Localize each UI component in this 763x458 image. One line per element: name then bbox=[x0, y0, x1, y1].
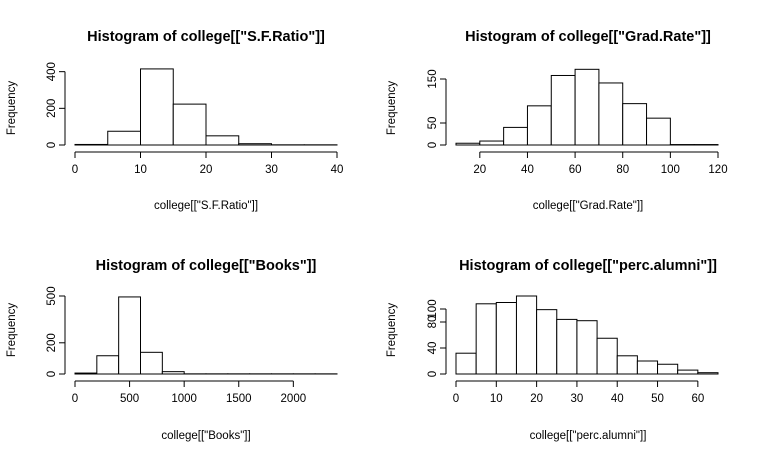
histogram-bar bbox=[526, 105, 552, 146]
histogram-bar bbox=[697, 372, 719, 375]
histogram-bar bbox=[657, 363, 679, 375]
x-axis-label: college[["Books"]] bbox=[161, 430, 250, 442]
histogram-bar bbox=[118, 296, 141, 375]
histogram-bar bbox=[677, 369, 699, 375]
y-tick-label: 200 bbox=[46, 333, 58, 352]
x-tick-label: 40 bbox=[521, 164, 534, 176]
y-tick-label: 0 bbox=[427, 371, 439, 377]
x-tick-label: 10 bbox=[134, 164, 147, 176]
histogram-bar bbox=[616, 355, 638, 375]
panel-grad-rate: Histogram of college[["Grad.Rate"]] coll… bbox=[386, 29, 728, 212]
histogram-bar bbox=[161, 371, 185, 375]
histogram-bar bbox=[622, 103, 648, 146]
y-tick-label: 200 bbox=[46, 99, 58, 118]
x-tick-label: 0 bbox=[453, 393, 459, 405]
histogram-bar bbox=[598, 82, 624, 146]
y-tick-label: 50 bbox=[427, 117, 439, 130]
y-tick-label: 0 bbox=[46, 142, 58, 148]
histogram-bar bbox=[596, 337, 618, 375]
x-tick-label: 0 bbox=[72, 393, 78, 405]
panel-sf-ratio: Histogram of college[["S.F.Ratio"]] coll… bbox=[6, 29, 343, 212]
x-tick-label: 120 bbox=[708, 164, 727, 176]
y-tick-label: 0 bbox=[427, 142, 439, 148]
histogram-bar bbox=[646, 117, 671, 146]
x-tick-label: 40 bbox=[611, 393, 624, 405]
chart-title: Histogram of college[["perc.alumni"]] bbox=[459, 258, 717, 274]
x-tick-label: 60 bbox=[569, 164, 582, 176]
y-axis-label: Frequency bbox=[6, 303, 18, 358]
histogram-bar bbox=[556, 318, 578, 375]
y-tick-label: 40 bbox=[427, 342, 439, 355]
histogram-bar bbox=[107, 130, 141, 146]
histogram-bar bbox=[238, 143, 272, 146]
histogram-bar bbox=[140, 351, 163, 375]
x-tick-label: 50 bbox=[651, 393, 664, 405]
histogram-bar bbox=[140, 68, 174, 146]
x-tick-label: 40 bbox=[331, 164, 344, 176]
y-axis-label: Frequency bbox=[386, 303, 398, 358]
histogram-bar bbox=[495, 302, 517, 375]
x-tick-label: 80 bbox=[616, 164, 629, 176]
panel-books: Histogram of college[["Books"]] college[… bbox=[6, 258, 338, 442]
histogram-bar bbox=[74, 143, 109, 146]
chart-title: Histogram of college[["S.F.Ratio"]] bbox=[87, 29, 325, 45]
x-tick-label: 2000 bbox=[281, 393, 307, 405]
y-axis-label: Frequency bbox=[6, 81, 18, 136]
histogram-bar bbox=[455, 352, 477, 375]
y-tick-label: 500 bbox=[46, 286, 58, 305]
x-tick-label: 1500 bbox=[226, 393, 252, 405]
histogram-bar bbox=[205, 135, 240, 146]
x-tick-label: 30 bbox=[571, 393, 584, 405]
x-axis-label: college[["S.F.Ratio"]] bbox=[154, 200, 258, 212]
x-tick-label: 500 bbox=[120, 393, 139, 405]
x-tick-label: 1000 bbox=[171, 393, 197, 405]
y-axis-label: Frequency bbox=[386, 81, 398, 136]
histogram-bar bbox=[536, 309, 558, 375]
x-tick-label: 20 bbox=[200, 164, 213, 176]
chart-title: Histogram of college[["Books"]] bbox=[96, 258, 317, 274]
x-tick-label: 30 bbox=[265, 164, 278, 176]
histogram-bar bbox=[96, 355, 120, 375]
y-tick-label: 0 bbox=[46, 371, 58, 377]
x-axis-label: college[["Grad.Rate"]] bbox=[533, 200, 643, 212]
panel-perc-alumni: Histogram of college[["perc.alumni"]] co… bbox=[386, 258, 719, 442]
x-tick-label: 20 bbox=[473, 164, 486, 176]
histogram-bar bbox=[503, 126, 528, 146]
x-tick-label: 60 bbox=[691, 393, 704, 405]
histogram-bar bbox=[515, 295, 538, 375]
histogram-bar bbox=[172, 103, 207, 146]
histogram-bar bbox=[74, 372, 98, 375]
y-tick-label: 400 bbox=[46, 62, 58, 81]
histogram-bar bbox=[455, 142, 481, 146]
x-tick-label: 20 bbox=[530, 393, 543, 405]
x-tick-label: 10 bbox=[490, 393, 503, 405]
histogram-bar bbox=[475, 303, 497, 375]
histogram-bar bbox=[550, 74, 576, 146]
y-tick-label: 80 bbox=[427, 316, 439, 329]
x-tick-label: 0 bbox=[72, 164, 78, 176]
x-axis-label: college[["perc.alumni"]] bbox=[530, 430, 647, 442]
histogram-bar bbox=[636, 360, 659, 375]
x-tick-label: 100 bbox=[661, 164, 680, 176]
histogram-bar bbox=[574, 68, 600, 146]
chart-title: Histogram of college[["Grad.Rate"]] bbox=[465, 29, 711, 45]
histogram-bar bbox=[479, 140, 505, 146]
y-tick-label: 150 bbox=[427, 69, 439, 88]
histogram-bar bbox=[576, 320, 598, 375]
y-tick-label: 100 bbox=[427, 299, 439, 318]
